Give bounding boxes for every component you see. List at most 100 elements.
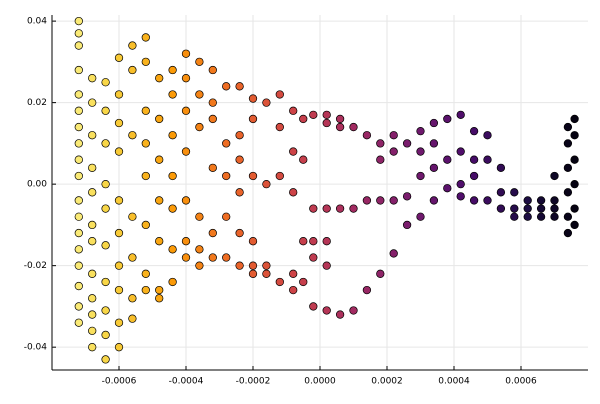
- point: [141, 171, 150, 181]
- point: [299, 237, 308, 246]
- y-tick-label: -0.04: [24, 343, 48, 353]
- point: [456, 110, 465, 120]
- point: [101, 306, 110, 315]
- x-tick-label: 0.0000: [304, 377, 336, 387]
- point: [483, 155, 492, 164]
- point: [74, 41, 83, 50]
- point: [536, 212, 546, 221]
- point: [496, 188, 506, 197]
- point: [335, 114, 345, 124]
- point: [74, 261, 83, 270]
- point: [74, 16, 83, 26]
- point: [416, 212, 425, 221]
- point: [181, 196, 191, 205]
- point: [322, 110, 331, 120]
- point: [510, 212, 519, 221]
- point: [523, 212, 532, 221]
- point: [536, 204, 546, 213]
- point: [101, 179, 110, 189]
- point: [322, 237, 331, 246]
- point: [235, 261, 244, 270]
- y-tick-label: 0.04: [27, 17, 47, 27]
- point: [222, 171, 231, 181]
- point: [235, 228, 244, 238]
- point: [168, 90, 177, 99]
- point: [195, 90, 204, 99]
- point: [322, 204, 331, 213]
- point: [563, 163, 573, 172]
- point: [101, 355, 110, 364]
- point: [88, 237, 97, 246]
- point: [248, 269, 258, 278]
- point: [141, 57, 150, 67]
- point: [235, 188, 244, 197]
- x-tick-label: -0.0006: [102, 377, 137, 387]
- point: [141, 139, 150, 148]
- y-tick-label: 0.00: [27, 180, 47, 190]
- point: [101, 204, 110, 213]
- point: [155, 294, 164, 303]
- point: [309, 253, 318, 262]
- point: [88, 343, 97, 352]
- point: [335, 204, 345, 213]
- point: [309, 302, 318, 311]
- point: [563, 188, 573, 197]
- point: [309, 237, 318, 246]
- point: [208, 253, 217, 262]
- point: [128, 41, 137, 50]
- point: [114, 318, 124, 327]
- point: [88, 269, 97, 278]
- point: [155, 114, 164, 124]
- point: [443, 155, 452, 164]
- point: [262, 98, 271, 107]
- point: [362, 285, 372, 295]
- point: [429, 163, 439, 172]
- point: [550, 171, 559, 181]
- point: [349, 122, 358, 132]
- point: [74, 139, 83, 148]
- point: [74, 302, 83, 311]
- point: [299, 277, 308, 287]
- point: [141, 106, 150, 115]
- point: [469, 196, 479, 205]
- point: [349, 306, 358, 315]
- point: [469, 155, 479, 164]
- point: [114, 118, 124, 128]
- point: [570, 155, 579, 164]
- point: [389, 249, 398, 258]
- x-tick-label: 0.0002: [371, 377, 403, 387]
- point: [335, 310, 345, 319]
- point: [74, 196, 83, 205]
- point: [114, 147, 124, 156]
- point: [456, 147, 465, 156]
- point: [74, 155, 83, 164]
- point: [101, 330, 110, 340]
- point: [248, 237, 258, 246]
- point: [168, 131, 177, 140]
- point: [195, 261, 204, 270]
- point: [443, 114, 452, 124]
- point: [389, 131, 398, 140]
- point: [222, 253, 231, 262]
- point: [550, 212, 559, 221]
- point: [235, 155, 244, 164]
- point: [88, 294, 97, 303]
- point: [563, 139, 573, 148]
- point: [335, 122, 345, 132]
- point: [114, 343, 124, 352]
- point: [429, 118, 439, 128]
- point: [443, 184, 452, 193]
- point: [74, 228, 83, 238]
- point: [322, 306, 331, 315]
- point: [88, 163, 97, 172]
- point: [362, 131, 372, 140]
- point: [114, 90, 124, 99]
- point: [128, 314, 137, 323]
- point: [222, 82, 231, 91]
- point: [88, 220, 97, 230]
- point: [74, 281, 83, 291]
- point: [496, 163, 506, 172]
- point: [456, 179, 465, 189]
- point: [168, 277, 177, 287]
